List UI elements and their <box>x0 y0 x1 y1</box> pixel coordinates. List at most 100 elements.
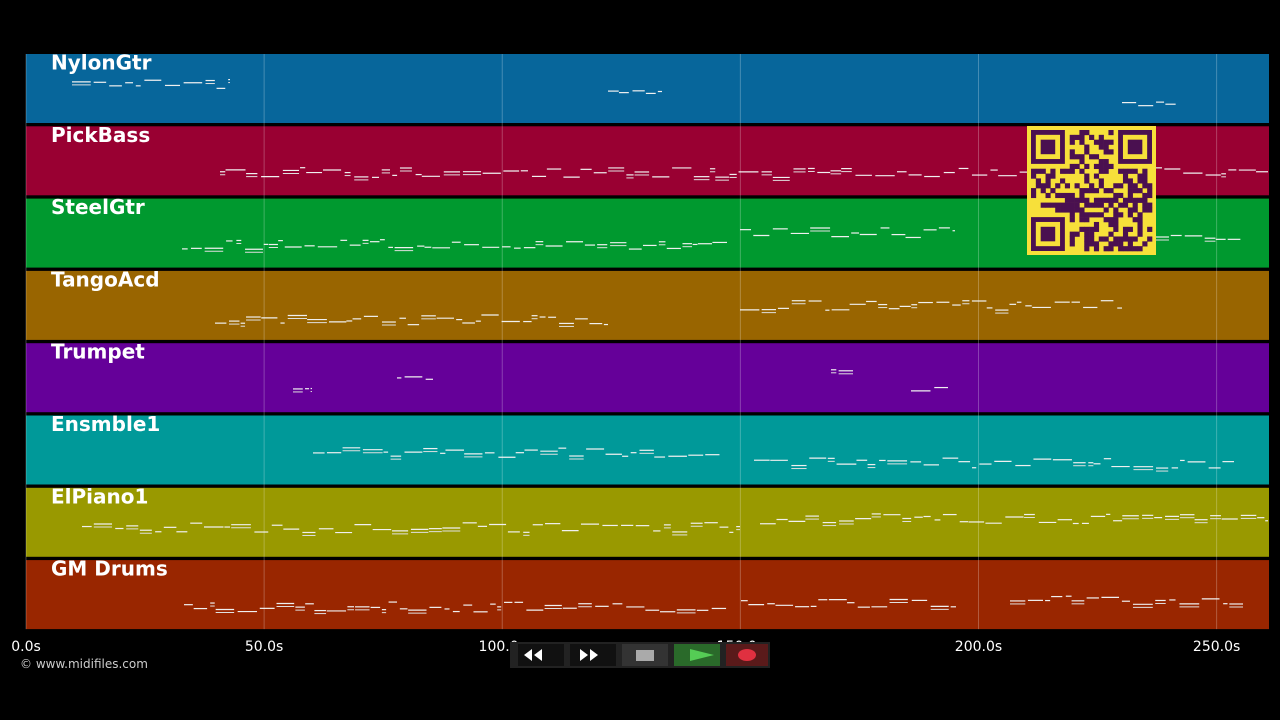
qr-module <box>1103 159 1109 165</box>
qr-module <box>1108 188 1114 194</box>
qr-module <box>1113 217 1119 223</box>
qr-module <box>1127 168 1133 174</box>
qr-module <box>1098 183 1104 189</box>
qr-module <box>1103 197 1109 203</box>
qr-module <box>1137 212 1143 218</box>
qr-module <box>1069 231 1075 237</box>
qr-module <box>1079 217 1085 223</box>
qr-module <box>1147 192 1153 199</box>
qr-module <box>1084 188 1090 194</box>
qr-module <box>1108 202 1114 208</box>
qr-module <box>1084 163 1090 170</box>
qr-module <box>1122 168 1129 174</box>
qr-module <box>1127 241 1133 247</box>
qr-module <box>1074 183 1080 189</box>
qr-module <box>1147 188 1153 194</box>
qr-module <box>1089 202 1095 208</box>
track-name: PickBass <box>51 123 150 147</box>
qr-module <box>1084 241 1090 247</box>
qr-module <box>1122 202 1129 208</box>
track-lane <box>26 343 1269 413</box>
qr-module <box>1147 183 1153 189</box>
qr-module <box>1132 246 1138 252</box>
stop-button[interactable] <box>622 644 668 666</box>
qr-module <box>1069 236 1075 242</box>
qr-module <box>1074 197 1080 203</box>
qr-module <box>1089 231 1095 237</box>
qr-module <box>1122 197 1129 203</box>
grid <box>25 54 1218 630</box>
qr-module <box>1132 197 1138 203</box>
qr-module <box>1147 207 1153 213</box>
qr-module <box>1064 192 1071 199</box>
qr-module <box>1069 149 1075 155</box>
qr-module <box>1122 173 1129 179</box>
play-button[interactable] <box>674 644 720 666</box>
qr-module <box>1055 202 1061 208</box>
qr-module <box>1035 168 1041 174</box>
qr-module <box>1118 202 1124 208</box>
qr-module <box>1127 212 1133 218</box>
qr-module <box>1084 149 1090 155</box>
qr-module <box>1103 163 1109 170</box>
qr-module <box>1098 197 1104 203</box>
qr-module <box>1108 139 1114 145</box>
qr-module <box>1031 168 1037 174</box>
qr-module <box>1103 144 1109 150</box>
qr-module <box>1127 192 1133 199</box>
record-button[interactable] <box>726 644 768 666</box>
qr-module <box>1040 168 1046 174</box>
qr-module <box>1079 197 1085 203</box>
qr-module <box>1093 197 1100 203</box>
qr-module <box>1137 226 1143 232</box>
track-name: GM Drums <box>51 557 168 581</box>
qr-module <box>1127 197 1133 203</box>
qr-module <box>1098 139 1104 145</box>
qr-module <box>1137 231 1143 237</box>
qr-module <box>1089 134 1095 140</box>
qr-module <box>1069 139 1075 145</box>
qr-module <box>1031 192 1037 199</box>
qr-module <box>1108 163 1114 170</box>
qr-module <box>1108 241 1114 247</box>
qr-module <box>1045 192 1051 199</box>
qr-module <box>1098 212 1104 218</box>
qr-module <box>1108 231 1114 237</box>
qr-module <box>1079 130 1085 136</box>
qr-module <box>1103 246 1109 252</box>
qr-module <box>1069 154 1075 160</box>
qr-module <box>1122 178 1129 184</box>
qr-module <box>1064 202 1071 208</box>
track-lane <box>26 560 1269 630</box>
forward-button[interactable] <box>570 644 616 666</box>
qr-module <box>1113 212 1119 218</box>
qr-module <box>1079 207 1085 213</box>
qr-module <box>1060 168 1066 174</box>
qr-module <box>1069 241 1075 247</box>
qr-module <box>1142 197 1148 203</box>
qr-module <box>1089 241 1095 247</box>
qr-module <box>1045 173 1051 179</box>
qr-module <box>1064 197 1071 203</box>
qr-module <box>1060 207 1066 213</box>
qr-finder <box>1127 139 1143 155</box>
qr-module <box>1103 139 1109 145</box>
track-name: Trumpet <box>51 340 145 364</box>
rewind-button[interactable] <box>518 644 564 666</box>
qr-module <box>1050 168 1056 174</box>
qr-module <box>1142 192 1148 199</box>
qr-module <box>1132 183 1138 189</box>
qr-module <box>1113 226 1119 232</box>
record-icon <box>738 649 756 661</box>
qr-module <box>1079 226 1085 232</box>
qr-module <box>1055 207 1061 213</box>
qr-module <box>1098 134 1104 140</box>
track-name: Ensmble1 <box>51 412 160 436</box>
qr-module <box>1031 188 1037 194</box>
qr-module <box>1079 154 1085 160</box>
qr-module <box>1098 144 1104 150</box>
qr-module <box>1093 154 1100 160</box>
qr-module <box>1132 168 1138 174</box>
qr-module <box>1118 212 1124 218</box>
